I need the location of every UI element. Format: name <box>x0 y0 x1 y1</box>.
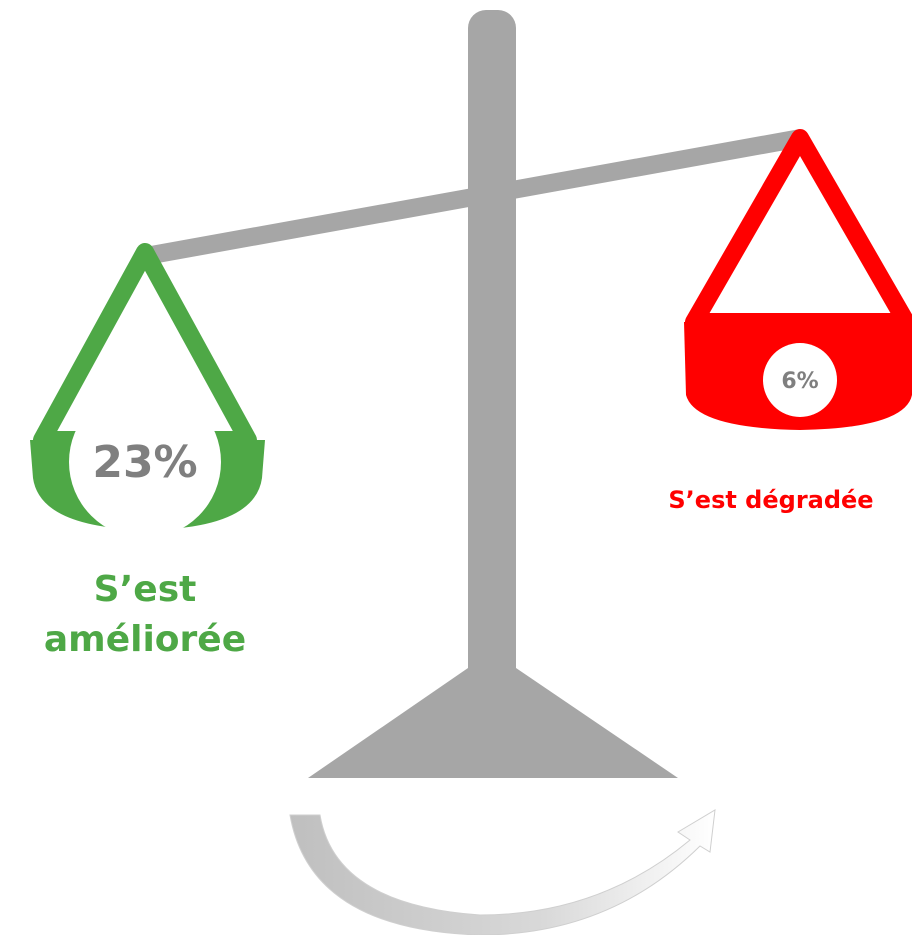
page: 23% 6% S’est améliorée S’est dégradée ((… <box>0 0 912 935</box>
left-value: 23% <box>92 437 197 488</box>
swing-arrow <box>290 810 715 935</box>
right-label: S’est dégradée <box>630 482 912 518</box>
pole <box>468 10 516 690</box>
left-label: S’est améliorée <box>10 565 280 665</box>
right-pan-strings <box>694 138 906 322</box>
base <box>308 668 678 778</box>
balance-scene: 23% 6% <box>0 0 912 935</box>
right-value: 6% <box>781 369 818 394</box>
